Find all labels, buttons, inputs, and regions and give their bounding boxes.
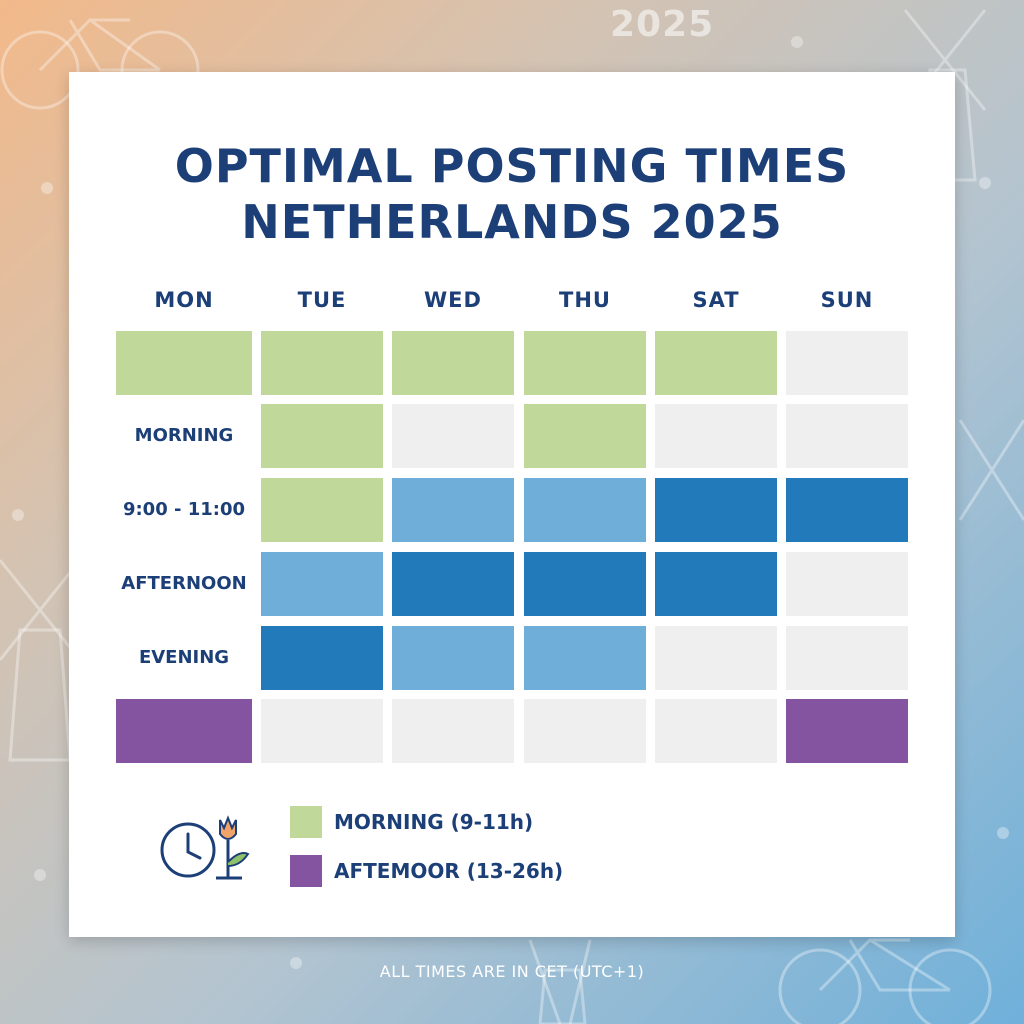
grid-cell-wed-row-4 [392,552,514,616]
row-label-evening: EVENING [138,647,230,668]
windmill-icon [958,419,1024,521]
grid-cell-thu-row-6 [524,699,646,763]
day-header-thu: THU [559,288,611,312]
windmill-icon [528,939,592,1024]
grid-cell-wed-row-6 [392,699,514,763]
grid-cell-thu-row-2 [524,404,646,468]
grid-cell-tue-row-6 [261,699,383,763]
grid-cell-sat-row-6 [655,699,777,763]
grid-cell-sun-row-6 [786,699,908,763]
grid-cell-thu-row-1 [524,331,646,395]
title-line-1: OPTIMAL POSTING TIMES [174,139,850,193]
grid-cell-tue-row-5 [261,626,383,690]
grid-cell-thu-row-4 [524,552,646,616]
grid-cell-tue-row-4 [261,552,383,616]
legend-label-morning: MORNING (9-11h) [334,810,534,834]
grid-cell-wed-row-2 [392,404,514,468]
grid-cell-tue-row-1 [261,331,383,395]
grid-cell-tue-row-2 [261,404,383,468]
grid-cell-sun-row-3 [786,478,908,542]
day-header-sat: SAT [692,288,740,312]
grid-cell-sun-row-5 [786,626,908,690]
title-line-2: NETHERLANDS 2025 [241,195,783,249]
page-title: OPTIMAL POSTING TIMES NETHERLANDS 2025 [0,138,1024,250]
day-header-tue: TUE [297,288,347,312]
row-label-afternoon: AFTERNOON [121,573,247,594]
grid-cell-sat-row-3 [655,478,777,542]
grid-cell-tue-row-3 [261,478,383,542]
grid-cell-sat-row-5 [655,626,777,690]
grid-cell-wed-row-5 [392,626,514,690]
grid-cell-sat-row-4 [655,552,777,616]
legend-swatch-morning [290,806,322,838]
grid-cell-thu-row-3 [524,478,646,542]
day-header-mon: MON [154,288,214,312]
grid-cell-wed-row-3 [392,478,514,542]
grid-cell-thu-row-5 [524,626,646,690]
grid-cell-sun-row-1 [786,331,908,395]
timezone-footnote: ALL TIMES ARE IN CET (UTC+1) [379,962,645,981]
legend-swatch-afternoon [290,855,322,887]
clock-tulip-icon [160,815,250,880]
background-year-mark: 2025 [610,4,715,45]
grid-cell-sat-row-1 [655,331,777,395]
grid-cell-sun-row-4 [786,552,908,616]
windmill-icon [0,559,82,762]
day-header-sun: SUN [820,288,874,312]
grid-cell-mon-row-1 [116,331,252,395]
row-label-morning: MORNING [134,425,234,446]
bicycle-icon [778,938,992,1024]
legend-label-afternoon: AFTEMOOR (13-26h) [334,859,564,883]
row-label-time-range: 9:00 - 11:00 [122,499,246,520]
day-header-wed: WED [424,288,482,312]
grid-cell-sun-row-2 [786,404,908,468]
grid-cell-sat-row-2 [655,404,777,468]
grid-cell-mon-row-6 [116,699,252,763]
grid-cell-wed-row-1 [392,331,514,395]
